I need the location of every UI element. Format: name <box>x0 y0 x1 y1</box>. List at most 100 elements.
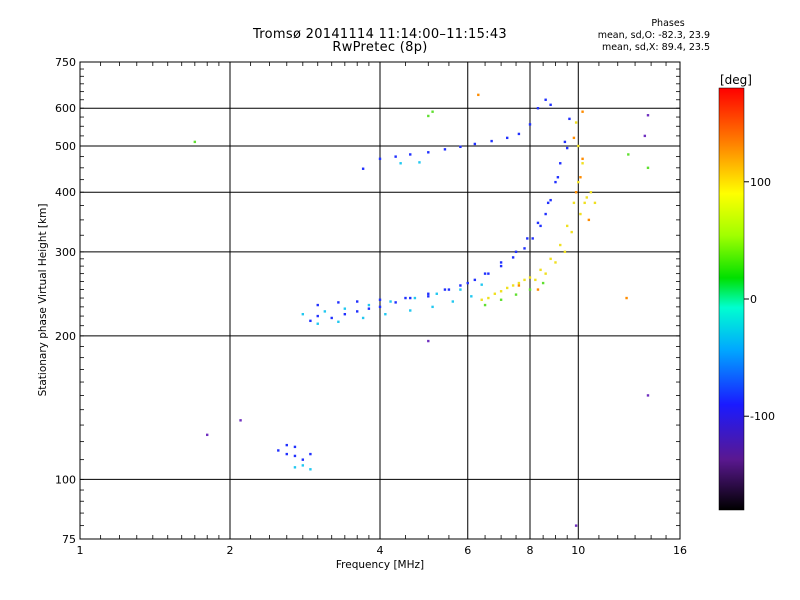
data-point <box>487 296 490 300</box>
data-point <box>570 230 573 234</box>
data-point <box>378 298 382 301</box>
data-point <box>587 218 591 222</box>
data-point <box>583 201 586 205</box>
data-point <box>563 140 567 144</box>
colorbar <box>718 87 745 511</box>
data-point <box>581 162 584 165</box>
data-point <box>355 310 359 313</box>
data-point <box>546 201 550 205</box>
axes: 1 2 4 6 8 10 16 75 100 200 300 400 500 600 750 <box>55 56 687 557</box>
colorbar-tick-label: 0 <box>750 293 757 306</box>
data-point <box>499 298 503 301</box>
x-tick-label: 6 <box>464 544 471 557</box>
data-point <box>293 466 297 469</box>
data-point <box>443 148 447 151</box>
data-point <box>483 303 487 307</box>
x-tick-label: 4 <box>377 544 384 557</box>
data-point <box>579 212 582 216</box>
data-point <box>517 132 521 136</box>
data-point <box>205 433 209 437</box>
data-point <box>285 452 288 456</box>
data-point <box>505 286 509 290</box>
colorbar-tick-label: -100 <box>750 410 775 423</box>
data-point <box>466 281 469 285</box>
data-point <box>309 452 312 456</box>
data-point <box>443 288 447 291</box>
data-point <box>337 301 340 304</box>
data-point <box>355 300 359 303</box>
data-point <box>581 157 584 161</box>
y-tick-label: 600 <box>55 102 76 115</box>
data-point <box>505 136 509 140</box>
data-point <box>435 292 438 295</box>
data-point <box>589 191 593 194</box>
data-point <box>581 110 584 113</box>
data-point <box>536 288 540 291</box>
colorbar-ticks: 100 0 -100 <box>744 176 775 423</box>
data-point <box>384 312 387 316</box>
data-point <box>514 250 518 254</box>
data-point <box>378 305 382 309</box>
x-axis-label: Frequency [MHz] <box>336 559 424 571</box>
data-point <box>394 301 397 304</box>
data-point <box>544 98 547 101</box>
data-point <box>646 114 650 117</box>
data-point <box>493 292 497 295</box>
data-point <box>572 201 576 205</box>
data-point <box>523 278 526 282</box>
data-point <box>554 261 557 264</box>
data-point <box>528 276 532 279</box>
data-point <box>563 250 567 254</box>
data-point <box>361 316 365 320</box>
plot-frame <box>79 61 681 540</box>
data-point <box>413 296 417 300</box>
data-point <box>574 191 578 194</box>
data-point <box>399 162 402 165</box>
data-point <box>511 256 515 259</box>
data-point <box>293 454 297 458</box>
data-point <box>559 243 562 247</box>
data-point <box>378 157 382 161</box>
chart-title-line1: Tromsø 20141114 11:14:00–11:15:43 <box>252 27 508 42</box>
data-point <box>418 161 421 164</box>
data-point <box>330 316 333 320</box>
data-point <box>239 419 242 422</box>
data-point <box>517 284 521 287</box>
data-point <box>568 117 571 121</box>
grid <box>80 62 680 539</box>
y-tick-label: 300 <box>55 246 76 259</box>
data-point <box>470 295 473 298</box>
y-tick-label: 100 <box>55 473 76 486</box>
data-point <box>549 103 552 107</box>
data-point <box>427 292 430 295</box>
data-point <box>526 237 529 240</box>
data-point <box>473 142 477 146</box>
data-point <box>554 180 557 184</box>
data-point <box>549 257 552 261</box>
data-point <box>549 198 552 202</box>
data-point <box>528 123 532 126</box>
data-point <box>574 121 578 124</box>
data-point <box>193 140 197 144</box>
data-point <box>427 339 430 343</box>
data-point <box>309 319 312 323</box>
phases-x-stats: mean, sd,X: 89.4, 23.5 <box>601 42 710 53</box>
data-point <box>451 300 455 303</box>
data-point <box>316 314 319 318</box>
colorbar-unit-label: [deg] <box>720 73 752 87</box>
data-points <box>193 93 650 527</box>
data-point <box>646 166 650 170</box>
data-point <box>459 284 462 287</box>
data-point <box>528 288 532 291</box>
data-point <box>301 312 305 316</box>
data-point <box>431 305 434 309</box>
data-point <box>427 151 430 154</box>
data-point <box>579 176 582 179</box>
data-point <box>514 293 518 296</box>
y-tick-label: 200 <box>55 330 76 343</box>
data-point <box>404 296 407 300</box>
data-point <box>316 322 319 325</box>
x-tick-label: 1 <box>77 544 84 557</box>
data-point <box>394 155 397 158</box>
data-point <box>565 146 569 150</box>
